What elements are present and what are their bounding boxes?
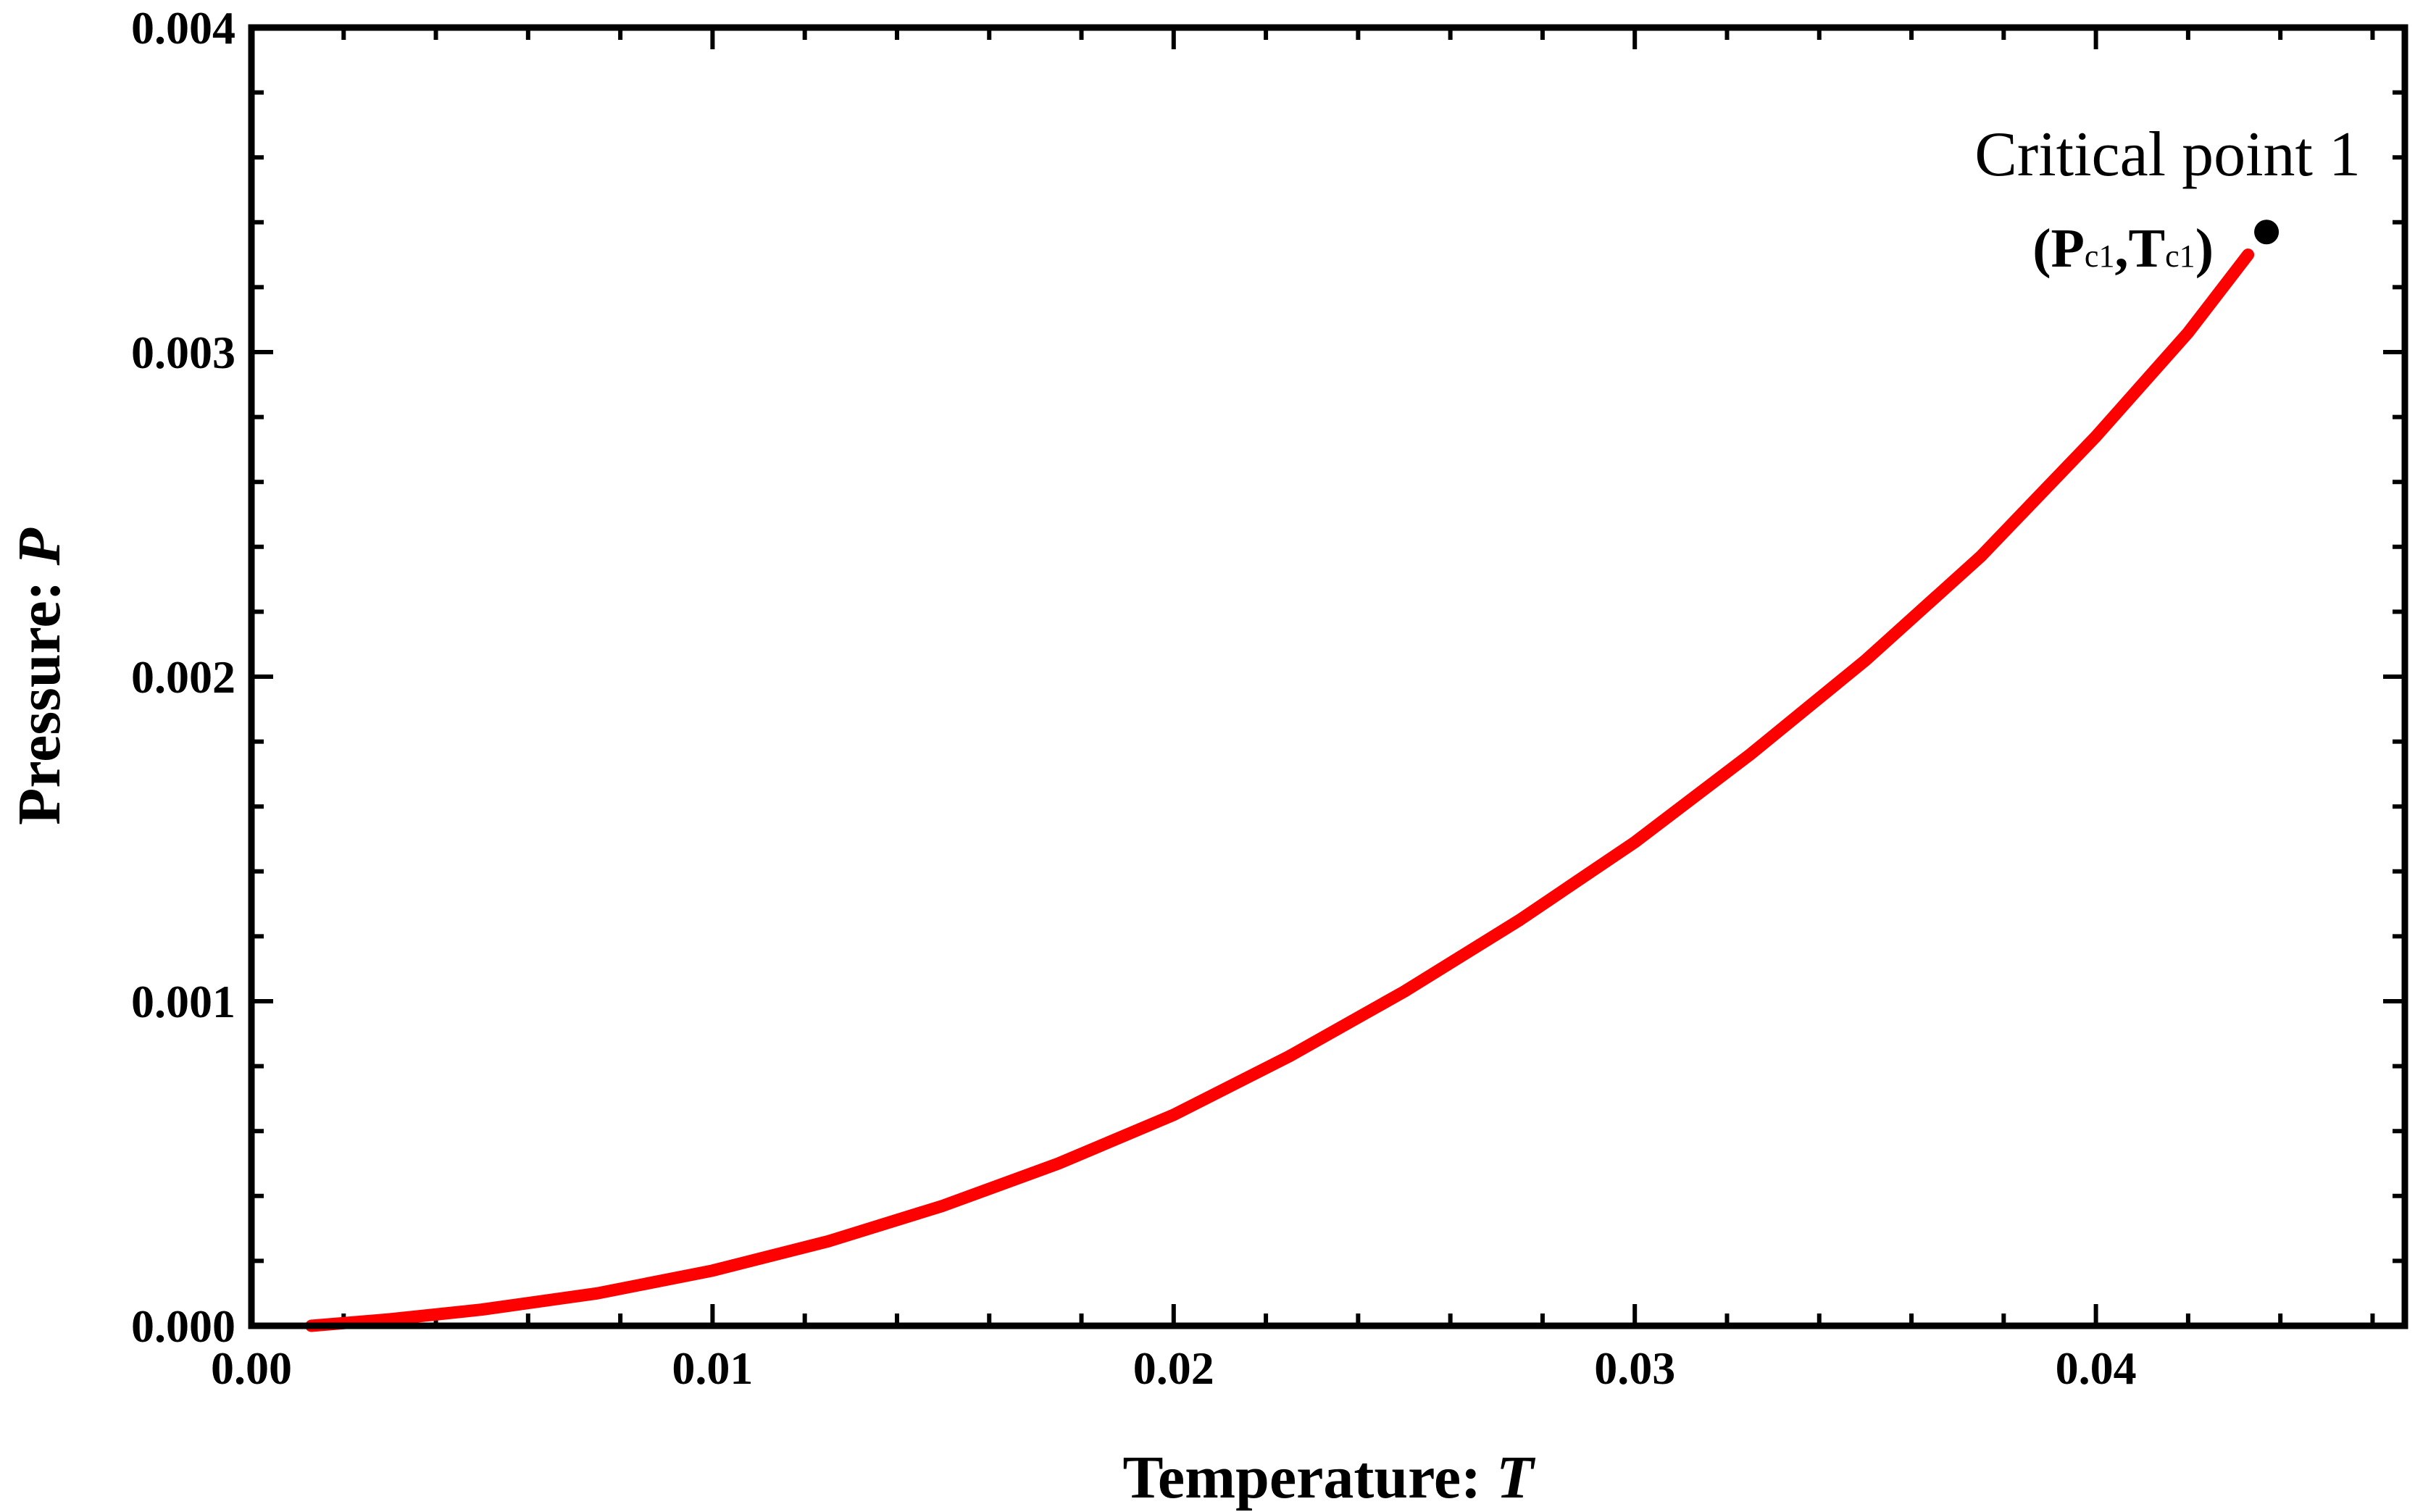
x-tick-label: 0.01 (672, 1342, 753, 1394)
critical-point-marker (2254, 220, 2280, 245)
x-axis-title-prefix: Temperature: (1123, 1444, 1497, 1511)
y-axis-title-prefix: Pressure: (6, 565, 73, 824)
critical-point-label: Critical point 1 (1974, 120, 2361, 190)
y-tick-label: 0.000 (131, 1300, 235, 1352)
coords-close: ) (2195, 218, 2214, 279)
y-tick-label: 0.004 (131, 2, 235, 54)
x-tick-label: 0.04 (2056, 1342, 2137, 1394)
x-axis-title-symbol: T (1496, 1444, 1536, 1511)
coords-sub-1: c1 (2085, 238, 2115, 274)
y-tick-label: 0.001 (131, 976, 235, 1027)
y-tick-label: 0.002 (131, 651, 235, 703)
coords-open: (P (2032, 218, 2085, 279)
x-tick-label: 0.02 (1133, 1342, 1214, 1394)
x-axis-title: Temperature: T (1123, 1444, 1537, 1511)
critical-point-coords: (Pc1,Tc1) (2032, 218, 2214, 279)
y-tick-label: 0.003 (131, 327, 235, 378)
coords-mid: ,T (2114, 218, 2165, 279)
series-layer (305, 248, 2255, 1332)
y-axis-title: Pressure: P (6, 527, 73, 824)
tick-labels: 0.00 0.01 0.02 0.03 0.04 0.000 0.001 0.002 0.003… (131, 2, 2137, 1394)
series-line (305, 248, 2255, 1332)
y-axis-title-symbol: P (6, 527, 73, 566)
x-tick-label: 0.00 (211, 1342, 292, 1394)
coords-sub-2: c1 (2165, 238, 2195, 274)
plot-frame (248, 24, 2408, 1329)
x-tick-label: 0.03 (1594, 1342, 1675, 1394)
